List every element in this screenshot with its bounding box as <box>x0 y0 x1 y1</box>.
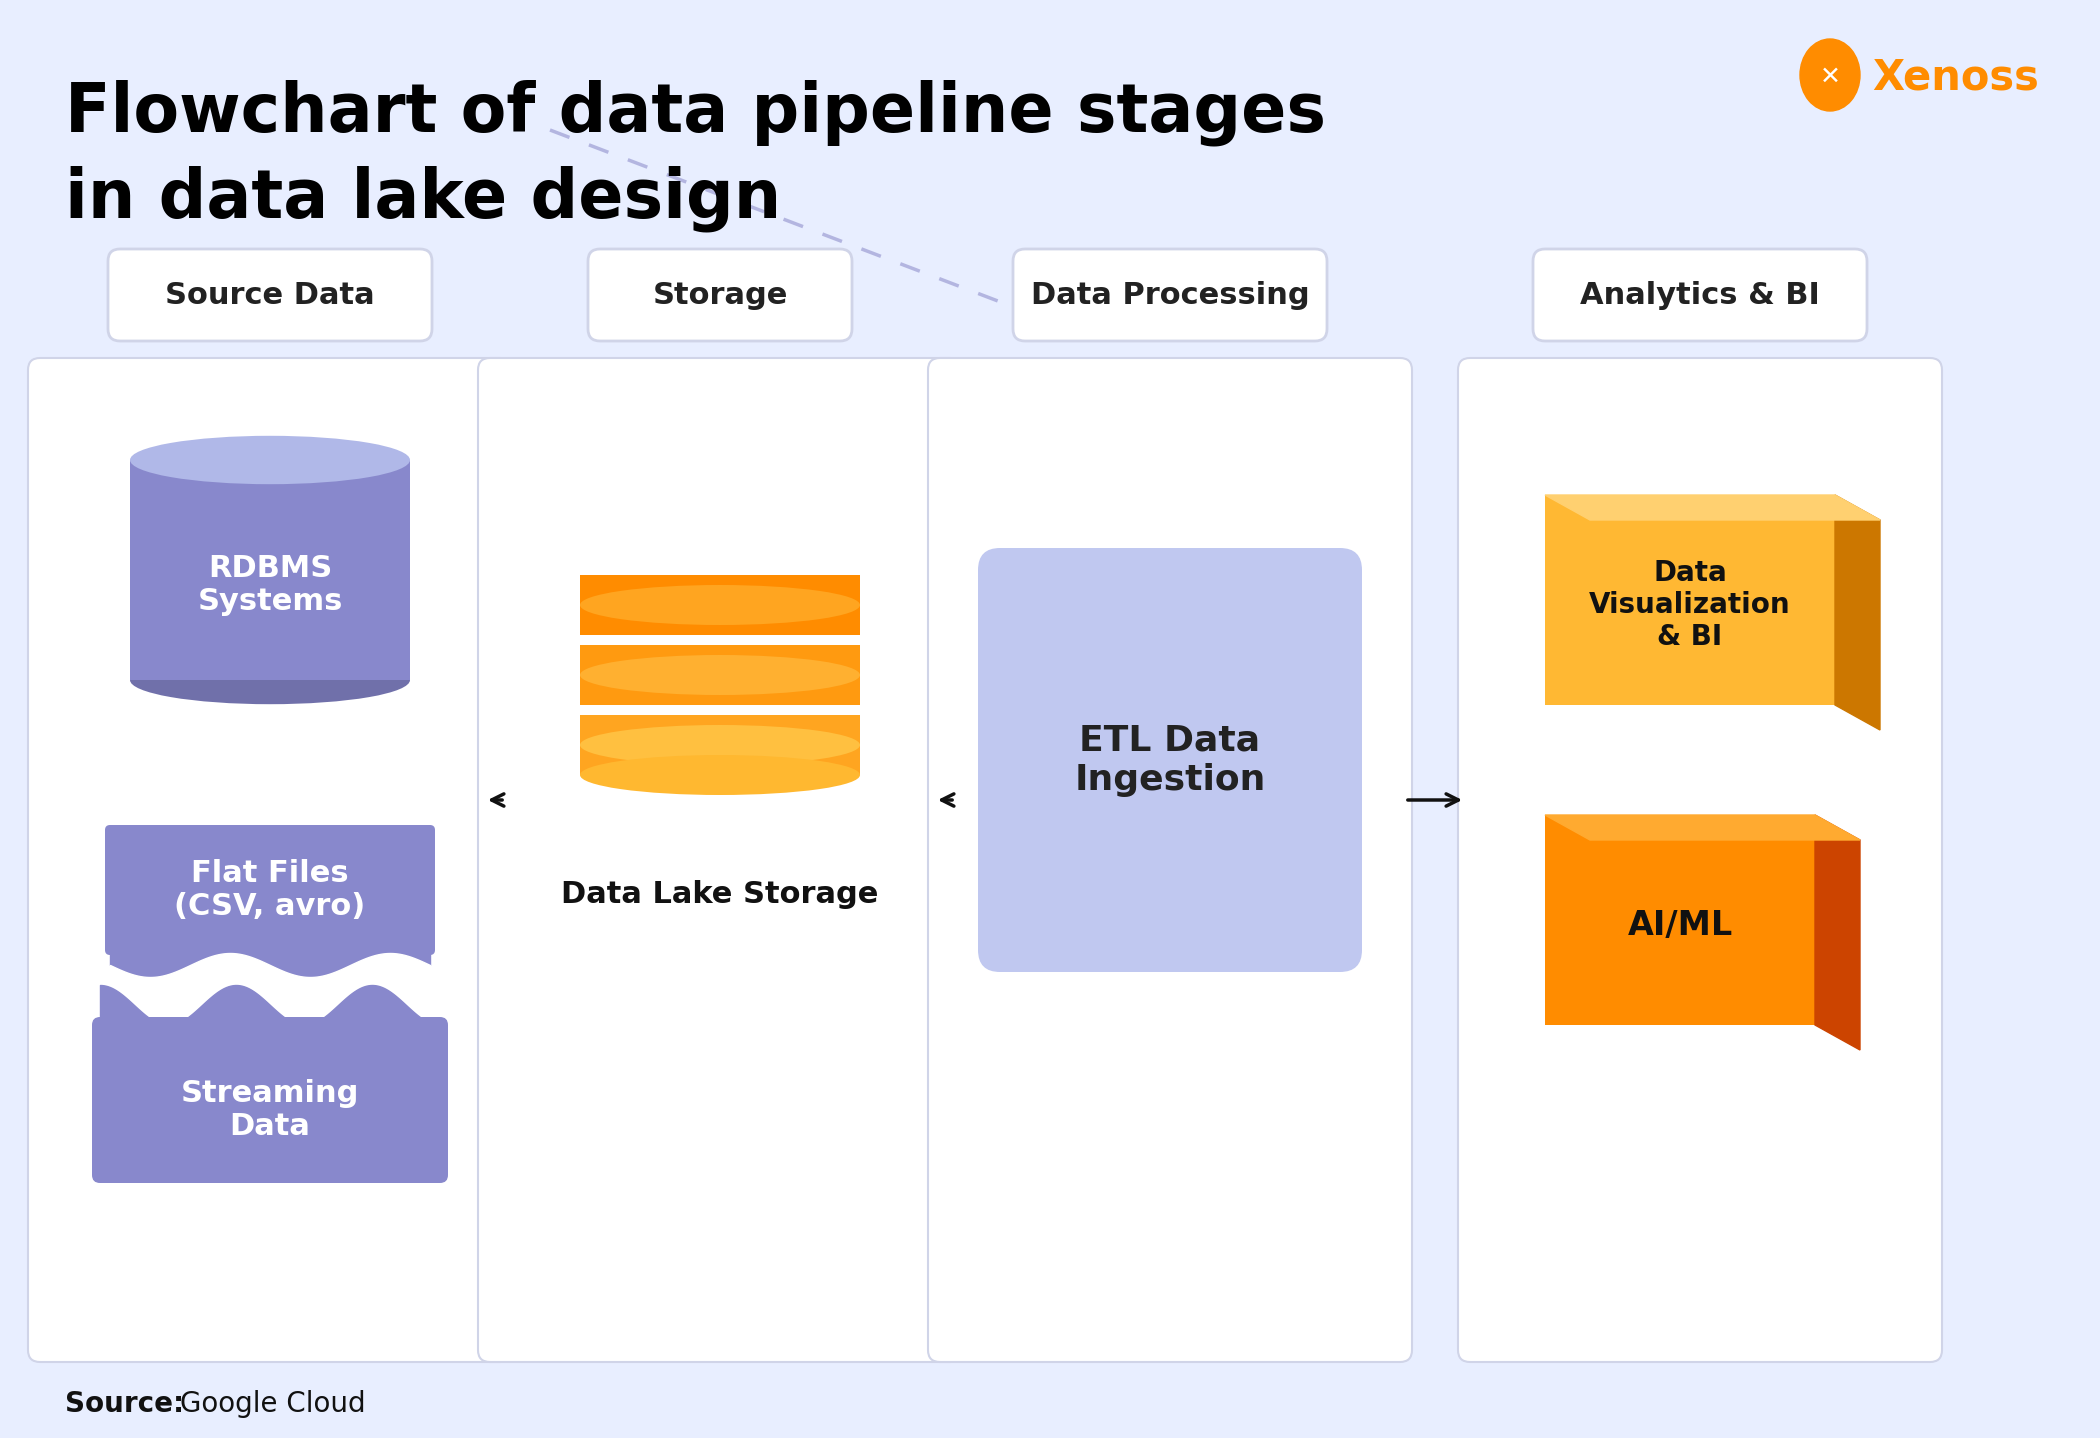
Ellipse shape <box>580 755 861 795</box>
FancyBboxPatch shape <box>588 249 853 341</box>
FancyBboxPatch shape <box>1457 358 1942 1362</box>
Text: in data lake design: in data lake design <box>65 165 781 232</box>
FancyBboxPatch shape <box>1012 249 1327 341</box>
Polygon shape <box>1835 495 1880 731</box>
FancyBboxPatch shape <box>27 358 512 1362</box>
FancyBboxPatch shape <box>105 825 435 955</box>
FancyBboxPatch shape <box>92 1017 447 1183</box>
Ellipse shape <box>580 725 861 765</box>
Text: Data
Visualization
& BI: Data Visualization & BI <box>1590 558 1791 651</box>
Polygon shape <box>1546 815 1861 840</box>
Text: Storage: Storage <box>653 280 788 309</box>
Text: Google Cloud: Google Cloud <box>181 1391 365 1418</box>
Text: Data Processing: Data Processing <box>1031 280 1308 309</box>
Ellipse shape <box>580 585 861 626</box>
Ellipse shape <box>580 585 861 626</box>
FancyBboxPatch shape <box>928 358 1411 1362</box>
Text: Streaming
Data: Streaming Data <box>181 1078 359 1142</box>
FancyBboxPatch shape <box>979 548 1363 972</box>
Polygon shape <box>1546 495 1880 521</box>
Bar <box>130 656 410 680</box>
Text: RDBMS
Systems: RDBMS Systems <box>197 554 342 617</box>
FancyBboxPatch shape <box>1533 249 1867 341</box>
Ellipse shape <box>1800 39 1861 111</box>
Bar <box>580 575 861 636</box>
Text: AI/ML: AI/ML <box>1628 909 1732 942</box>
Text: Analytics & BI: Analytics & BI <box>1579 280 1821 309</box>
Bar <box>1546 815 1814 1025</box>
Bar <box>580 715 861 775</box>
Text: Xenoss: Xenoss <box>1871 56 2039 98</box>
Text: Data Lake Storage: Data Lake Storage <box>561 880 878 909</box>
Text: Source:: Source: <box>65 1391 185 1418</box>
FancyBboxPatch shape <box>107 249 433 341</box>
Ellipse shape <box>130 436 410 485</box>
Polygon shape <box>1814 815 1861 1050</box>
Bar <box>580 646 861 705</box>
FancyBboxPatch shape <box>479 358 962 1362</box>
Text: Source Data: Source Data <box>166 280 374 309</box>
Text: ✕: ✕ <box>1819 65 1840 89</box>
Bar <box>1546 495 1835 705</box>
Ellipse shape <box>130 656 410 705</box>
Bar <box>130 460 410 680</box>
Ellipse shape <box>580 654 861 695</box>
Text: Flowchart of data pipeline stages: Flowchart of data pipeline stages <box>65 81 1325 147</box>
Text: Flat Files
(CSV, avro): Flat Files (CSV, avro) <box>174 858 365 922</box>
Text: ETL Data
Ingestion: ETL Data Ingestion <box>1075 723 1266 797</box>
